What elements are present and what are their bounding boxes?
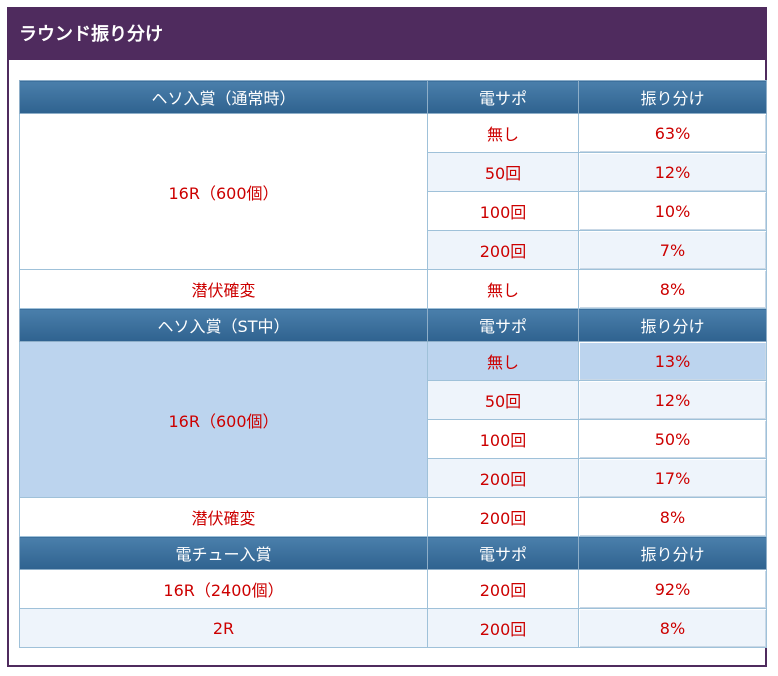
table-row: 16R（600個） 無し 63% <box>19 113 767 270</box>
table-row: 50回 12% <box>20 380 767 420</box>
table-header-row: 電チュー入賞 電サポ 振り分け <box>19 536 767 570</box>
header-cell: 電サポ <box>427 536 579 570</box>
support-cell: 200回 <box>427 569 579 609</box>
table-row: 100回 50% <box>20 419 767 459</box>
support-cell: 無し <box>427 113 579 153</box>
rate-cell: 8% <box>578 269 767 309</box>
rate-cell: 8% <box>578 608 767 648</box>
round-label-cell: 16R（2400個） <box>19 569 428 609</box>
header-cell: 電サポ <box>427 80 579 114</box>
rate-cell: 63% <box>578 113 767 153</box>
round-distribution-panel: ラウンド振り分け ヘソ入賞（通常時） 電サポ 振り分け 16R（600個） 無し… <box>7 7 767 667</box>
support-cell: 200回 <box>427 230 579 270</box>
support-cell: 200回 <box>427 458 579 498</box>
support-cell: 200回 <box>427 608 579 648</box>
support-cell: 無し <box>427 341 579 381</box>
round-distribution-table: ヘソ入賞（通常時） 電サポ 振り分け 16R（600個） 無し 63% 50回 … <box>19 80 767 648</box>
rate-cell: 10% <box>578 191 767 231</box>
support-cell: 50回 <box>427 152 579 192</box>
rate-cell: 17% <box>578 458 767 498</box>
support-cell: 100回 <box>427 419 579 459</box>
header-cell: 振り分け <box>578 308 767 342</box>
rate-cell: 50% <box>578 419 767 459</box>
support-cell: 100回 <box>427 191 579 231</box>
rate-cell: 7% <box>578 230 767 270</box>
header-cell: ヘソ入賞（通常時） <box>19 80 428 114</box>
header-cell: 振り分け <box>578 536 767 570</box>
rate-cell: 13% <box>578 341 767 381</box>
round-label-cell: 2R <box>19 608 428 648</box>
header-cell: 電チュー入賞 <box>19 536 428 570</box>
table-row: 潜伏確変 200回 8% <box>19 497 767 537</box>
header-cell: ヘソ入賞（ST中） <box>19 308 428 342</box>
table-row: 100回 10% <box>20 191 767 231</box>
support-cell: 50回 <box>427 380 579 420</box>
rate-cell: 92% <box>578 569 767 609</box>
support-cell: 200回 <box>427 497 579 537</box>
table-row: 潜伏確変 無し 8% <box>19 269 767 309</box>
table-row: 200回 17% <box>20 458 767 498</box>
rate-cell: 12% <box>578 380 767 420</box>
header-cell: 電サポ <box>427 308 579 342</box>
table-row: 16R（2400個） 200回 92% <box>19 569 767 609</box>
table-row: 50回 12% <box>20 152 767 192</box>
round-label-cell: 潜伏確変 <box>19 497 428 537</box>
table-header-row: ヘソ入賞（通常時） 電サポ 振り分け <box>19 80 767 114</box>
panel-title: ラウンド振り分け <box>9 9 765 60</box>
rate-cell: 12% <box>578 152 767 192</box>
header-cell: 振り分け <box>578 80 767 114</box>
table-row: 2R 200回 8% <box>19 608 767 648</box>
round-label-cell: 潜伏確変 <box>19 269 428 309</box>
round-label-cell: 16R（600個） <box>19 113 428 270</box>
rate-cell: 8% <box>578 497 767 537</box>
round-label-cell: 16R（600個） <box>19 341 428 498</box>
table-header-row: ヘソ入賞（ST中） 電サポ 振り分け <box>19 308 767 342</box>
table-row: 16R（600個） 無し 13% <box>19 341 767 498</box>
table-row: 200回 7% <box>20 230 767 270</box>
support-cell: 無し <box>427 269 579 309</box>
